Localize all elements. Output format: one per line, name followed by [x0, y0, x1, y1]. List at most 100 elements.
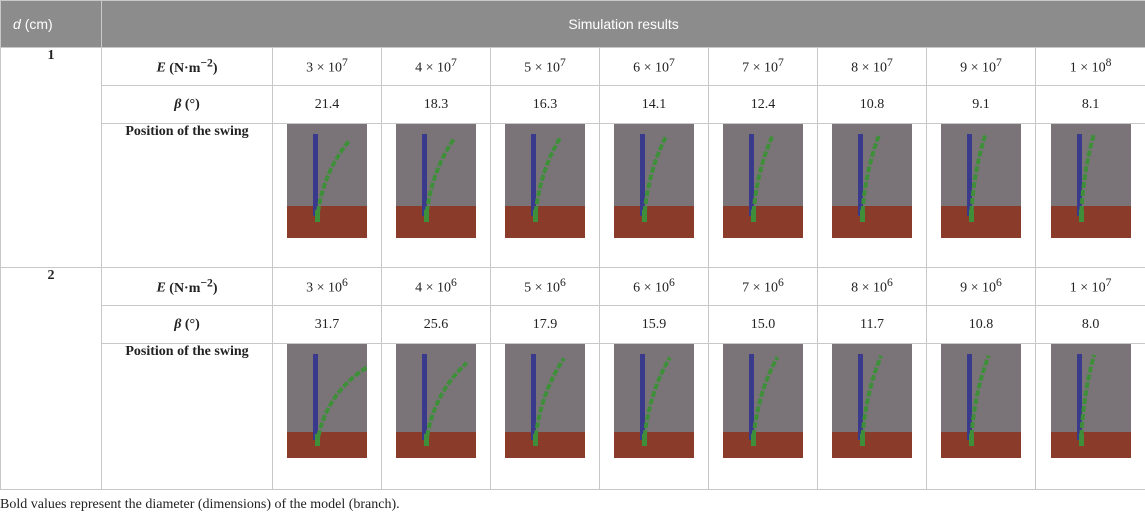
swing-image-2-1: [287, 344, 367, 458]
beta-value: 11.7: [817, 305, 927, 344]
swing-cell: [272, 343, 382, 490]
beta-symbol: β: [174, 316, 182, 332]
sky-background: [1050, 344, 1131, 432]
swing-cell: [599, 123, 709, 268]
sky-background: [832, 124, 912, 206]
reference-pole: [858, 134, 863, 216]
reference-pole: [640, 134, 645, 216]
swing-image-1-2: [396, 124, 476, 238]
ground: [723, 432, 803, 458]
branch-base: [533, 434, 538, 446]
swing-image-2-6: [832, 344, 912, 458]
ground: [505, 206, 585, 238]
reference-pole: [749, 354, 754, 440]
reference-pole: [422, 134, 427, 216]
sky-background: [1050, 124, 1131, 206]
beta-value: 21.4: [272, 85, 382, 124]
modulus-value: 4 × 106: [381, 267, 491, 306]
header-diameter: d (cm): [0, 0, 102, 48]
beta-unit: (°): [184, 96, 200, 112]
modulus-unit: (N·m−2): [169, 276, 218, 296]
swing-image-1-3: [505, 124, 585, 238]
beta-value: 16.3: [490, 85, 600, 124]
beta-value: 18.3: [381, 85, 491, 124]
sky-background: [396, 124, 476, 206]
swing-image-2-2: [396, 344, 476, 458]
beta-value: 9.1: [926, 85, 1036, 124]
modulus-value: 7 × 107: [708, 47, 818, 86]
modulus-value: 6 × 106: [599, 267, 709, 306]
reference-pole: [313, 354, 318, 440]
beta-value: 12.4: [708, 85, 818, 124]
beta-value: 8.1: [1034, 85, 1145, 124]
modulus-value: 5 × 106: [490, 267, 600, 306]
reference-pole: [640, 354, 645, 440]
reference-pole: [313, 134, 318, 216]
beta-value: 10.8: [817, 85, 927, 124]
reference-pole: [749, 134, 754, 216]
beta-label: β (°): [101, 305, 273, 344]
beta-value: 10.8: [926, 305, 1036, 344]
diameter-cell: 2: [0, 267, 102, 490]
branch-base: [315, 434, 320, 446]
ground: [1050, 206, 1131, 238]
sky-background: [287, 344, 367, 432]
sky-background: [505, 124, 585, 206]
swing-image-2-4: [614, 344, 694, 458]
branch-base: [969, 210, 974, 222]
swing-row: Position of the swing: [1, 343, 1145, 490]
reference-pole: [967, 354, 972, 440]
branch-base: [424, 210, 429, 222]
branch-base: [751, 434, 756, 446]
beta-label: β (°): [101, 85, 273, 124]
beta-value: 17.9: [490, 305, 600, 344]
reference-pole: [1076, 354, 1082, 440]
sky-background: [941, 344, 1021, 432]
reference-pole: [858, 354, 863, 440]
swing-cell: [817, 123, 927, 268]
swing-label: Position of the swing: [101, 123, 273, 268]
beta-value: 15.9: [599, 305, 709, 344]
branch-base: [860, 434, 865, 446]
branch-base: [751, 210, 756, 222]
swing-image-2-3: [505, 344, 585, 458]
branch-base: [969, 434, 974, 446]
ground: [614, 432, 694, 458]
ground: [941, 206, 1021, 238]
swing-image-2-8: [1050, 344, 1131, 458]
modulus-value: 3 × 106: [272, 267, 382, 306]
branch-base: [642, 210, 647, 222]
sky-background: [941, 124, 1021, 206]
header-simulation-results: Simulation results: [100, 0, 1145, 48]
modulus-value: 9 × 106: [926, 267, 1036, 306]
swing-cell: [708, 343, 818, 490]
swing-image-1-4: [614, 124, 694, 238]
swing-cell: [272, 123, 382, 268]
sky-background: [614, 124, 694, 206]
swing-image-1-5: [723, 124, 803, 238]
modulus-label: E (N·m−2): [101, 47, 273, 86]
beta-value: 15.0: [708, 305, 818, 344]
branch-base: [1078, 434, 1084, 446]
modulus-value: 1 × 107: [1034, 267, 1145, 306]
branch-base: [533, 210, 538, 222]
swing-cell: [926, 343, 1036, 490]
swing-cell: [599, 343, 709, 490]
beta-unit: (°): [184, 316, 200, 332]
ground: [396, 206, 476, 238]
swing-cell: [926, 123, 1036, 268]
ground: [941, 432, 1021, 458]
swing-cell: [708, 123, 818, 268]
modulus-value: 7 × 106: [708, 267, 818, 306]
swing-cell: [381, 123, 491, 268]
beta-row: β (°) 31.7 25.6 17.9 15.9 15.0 11.7 10.8 8.0: [1, 305, 1145, 344]
ground: [832, 206, 912, 238]
reference-pole: [531, 134, 536, 216]
swing-image-2-7: [941, 344, 1021, 458]
ground: [287, 432, 367, 458]
swing-cell: [490, 123, 600, 268]
ground: [723, 206, 803, 238]
swing-image-1-6: [832, 124, 912, 238]
reference-pole: [422, 354, 427, 440]
modulus-symbol: E: [156, 280, 166, 296]
